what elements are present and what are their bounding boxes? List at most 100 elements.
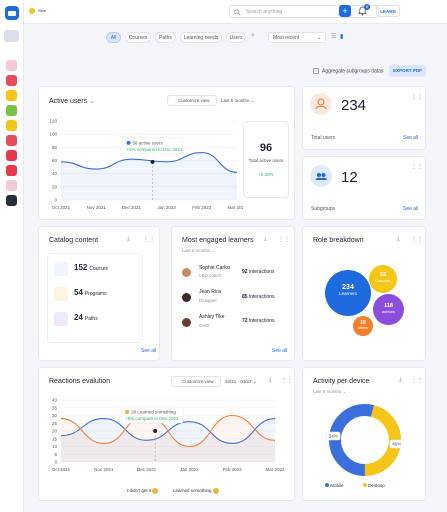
app-icon-7[interactable] [6,150,17,161]
catalog-paths-value: 24 [74,313,83,322]
role-bubble-value: 118 [384,303,393,309]
paths-icon [54,312,68,326]
subgroups-see-all-link[interactable]: See all [403,206,419,212]
catalog-title: Catalog content [49,237,99,244]
app-icon-3[interactable] [6,90,17,101]
filter-chip-users[interactable]: Users [226,32,246,43]
aggregate-label: Aggregate subgroups datas [322,68,384,75]
more-options-icon[interactable]: ⋮⋮ [281,378,293,384]
engaged-period-select[interactable]: Last 6 months ⌄ [182,248,216,253]
period-select[interactable]: Last 6 months ⌄ [221,98,255,103]
more-options-icon[interactable]: ⋮⋮ [411,94,423,100]
chevron-down-icon: ⌄ [316,35,321,41]
active-users-title[interactable]: Active users ⌄ [49,98,95,105]
export-pdf-button[interactable]: EXPORT PDF [389,65,426,77]
activity-period-select[interactable]: Last 6 months ⌄ [313,389,347,394]
more-options-icon[interactable]: ⋮⋮ [143,237,155,243]
learner-interactions-value: 92 [242,269,248,275]
reactions-chart: 0 5 10 15 20 25 30 35 40 Oct 2021 Nov 2021 Dec 2021… [52,398,285,473]
app-icon-8[interactable] [6,165,17,176]
activity-title: Activity per device [313,378,370,385]
catalog-item-courses[interactable]: 152 Courses [74,263,108,272]
learner-interactions-unit: interactions [248,318,275,324]
download-icon[interactable]: ⤓ [397,236,400,242]
app-icon-9[interactable] [6,180,17,191]
x-tick-label: Nov 2021 [94,467,114,472]
role-bubble-coaches[interactable]: 53 Coaches [369,265,397,293]
catalog-see-all-link[interactable]: See all [141,348,157,354]
list-view-icon[interactable]: ☰ [331,34,337,40]
app-icon-4[interactable] [6,105,17,116]
filter-chip-learning-needs[interactable]: Learning needs [180,32,222,43]
role-bubble-label: admins [382,309,395,314]
reactions-card: Reactions evalution Customize view 10/21… [38,367,295,501]
app-icon-2[interactable] [6,75,17,86]
x-tick-label: Mar 2022 [265,467,285,472]
y-tick-label: 100 [49,132,57,137]
programs-icon [54,287,68,301]
activity-period-value: Last 6 months [313,389,342,394]
catalog-courses-value: 152 [74,263,88,272]
role-bubble-label: others [358,326,368,330]
app-icon-6[interactable] [6,135,17,146]
checkbox-box[interactable] [313,68,319,74]
legend-mobile: Mobile [325,483,344,488]
clear-filters-icon[interactable]: × [251,33,255,39]
learner-name[interactable]: Jean Rios [199,289,222,295]
app-icon-1[interactable] [6,60,17,71]
y-tick-label: 10 [52,444,58,449]
engaged-see-all-link[interactable]: See all [272,348,288,354]
sort-select-value: Most recent [273,35,300,41]
total-users-see-all-link[interactable]: See all [403,135,419,141]
legend-didnt-get-it: I didn't get it [127,488,159,494]
customize-view-button[interactable]: Customize view [171,376,221,387]
x-tick-label: Dec 2021 [122,205,142,210]
x-tick-label: Jan 2022 [157,205,176,210]
sort-select[interactable]: Most recent ⌄ [268,32,326,43]
app-icon-10[interactable] [6,195,17,206]
download-icon[interactable]: ⤓ [264,236,267,242]
learner-name[interactable]: Ashley Tike [199,314,225,320]
catalog-programs-label: Programs [84,291,107,297]
role-breakdown-card: Role breakdown ⤓ ⋮⋮ 234 Learners 53 Coac… [302,226,426,361]
download-icon[interactable]: ⤓ [269,377,272,383]
role-bubble-learners[interactable]: 234 Learners [325,270,371,316]
more-options-icon[interactable]: ⋮⋮ [411,237,423,243]
filter-chip-all[interactable]: All [106,32,121,43]
app-logo[interactable] [5,6,19,20]
learn-button[interactable]: LEARN [376,5,400,17]
catalog-item-programs[interactable]: 54 Programs [74,288,107,297]
emoji-icon [124,409,130,415]
role-bubble-others[interactable]: 18 others [353,316,373,336]
filter-chip-courses[interactable]: Courses [125,32,151,43]
app-icon-5[interactable] [6,120,17,131]
role-bubble-admins[interactable]: 118 admins [373,294,404,325]
aggregate-subgroups-checkbox[interactable]: Aggregate subgroups datas [313,68,383,74]
learner-name[interactable]: Sophie Carlos [199,265,231,271]
avatar[interactable] [182,268,191,277]
chart-view-icon[interactable]: ▮ [340,34,344,40]
download-icon[interactable]: ⤓ [127,236,130,242]
total-active-users-value: 96 [259,142,273,154]
more-options-icon[interactable]: ⋮⋮ [411,164,423,170]
learner-interactions: 85 interactions [242,294,275,300]
collapse-sidebar-button[interactable] [4,30,19,42]
active-users-card: Active users ⌄ Customize view Last 6 mon… [38,86,295,220]
download-icon[interactable]: ⤓ [399,377,402,383]
catalog-item-paths[interactable]: 24 Paths [74,313,98,322]
catalog-programs-value: 54 [74,288,83,297]
add-button[interactable]: + [339,5,351,17]
group-icon [310,165,332,187]
active-users-chart: 0 20 40 60 80 100 120 Oct 2021 Nov 2021 Dec 2021 J… [49,119,243,211]
legend-label: Desktop [368,483,385,488]
search-input[interactable]: Search anything [229,5,379,18]
date-range-select[interactable]: 10/21 - 03/22 ⌄ [225,379,257,384]
avatar[interactable] [182,293,191,302]
legend-dot [363,483,367,487]
more-options-icon[interactable]: ⋮⋮ [278,237,290,243]
customize-view-button[interactable]: Customize view [167,95,217,106]
filter-chip-paths[interactable]: Paths [155,32,176,43]
more-options-icon[interactable]: ⋮⋮ [411,378,423,384]
avatar[interactable] [182,318,191,327]
learner-interactions-value: 72 [242,318,248,324]
